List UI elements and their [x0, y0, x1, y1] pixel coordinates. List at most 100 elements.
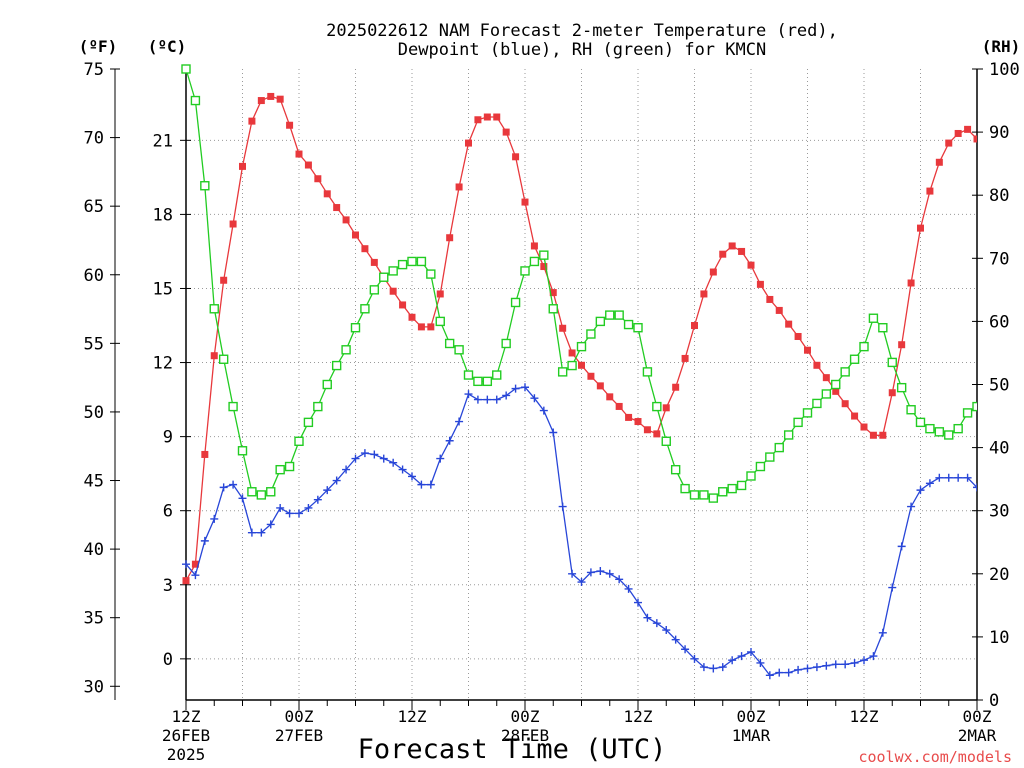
- temperature-point: [493, 113, 501, 121]
- dewpoint-point: [379, 454, 388, 463]
- dewpoint-point: [436, 454, 445, 463]
- rh-point: [849, 354, 860, 364]
- rh-point: [661, 436, 671, 446]
- x-tick-label-date: 1MAR: [732, 726, 771, 745]
- chart-title: 2025022612 NAM Forecast 2-meter Temperat…: [326, 21, 838, 41]
- dewpoint-point: [191, 571, 200, 580]
- fahrenheit-tick-label: 60: [84, 266, 104, 286]
- dewpoint-point: [417, 480, 426, 489]
- rh-point: [652, 401, 662, 412]
- rh-point: [586, 329, 596, 339]
- temperature-point: [201, 450, 209, 458]
- rh-point: [482, 376, 493, 387]
- temperature-point: [408, 313, 416, 321]
- rh-point: [539, 250, 549, 260]
- x-tick-label-date: 28FEB: [501, 726, 549, 745]
- temperature-point: [738, 247, 746, 255]
- dewpoint-point: [389, 458, 398, 467]
- rh-point: [407, 256, 417, 267]
- rh-point: [670, 464, 681, 475]
- rh-point: [209, 304, 219, 314]
- rh-point: [218, 354, 229, 364]
- temperature-point: [775, 306, 783, 314]
- dewpoint-point: [822, 661, 831, 670]
- dewpoint-point: [276, 503, 285, 512]
- temperature-point: [643, 426, 651, 434]
- dewpoint-point: [747, 647, 755, 656]
- dewpoint-point: [586, 568, 595, 577]
- temperature-point: [728, 242, 736, 250]
- temperature-point: [653, 430, 661, 438]
- x-tick-label-time: 00Z: [963, 707, 992, 726]
- dewpoint-point: [257, 528, 266, 537]
- rh-point: [548, 304, 558, 314]
- rh-point: [369, 285, 380, 295]
- dewpoint-point: [200, 536, 209, 545]
- rh-point: [435, 316, 445, 327]
- temperature-point: [483, 113, 491, 121]
- x-tick-label-year: 2025: [167, 745, 206, 764]
- temperature-point: [333, 204, 341, 212]
- dewpoint-point: [935, 473, 944, 482]
- rh-point: [388, 266, 398, 276]
- temperature-point: [521, 198, 529, 206]
- temperature-point: [220, 276, 228, 284]
- dewpoint-point: [784, 668, 793, 677]
- rh-point: [812, 398, 822, 409]
- rh-point: [237, 446, 248, 456]
- rh-point: [878, 323, 888, 333]
- dewpoint-point: [313, 495, 322, 504]
- fahrenheit-unit-label: (ºF): [79, 37, 118, 56]
- watermark: coolwx.com/models: [858, 748, 1012, 766]
- rh-point: [510, 297, 521, 308]
- rh-point: [397, 259, 408, 270]
- dewpoint-point: [210, 514, 219, 523]
- rh-point: [473, 376, 483, 387]
- rh-tick-label: 70: [989, 249, 1009, 269]
- rh-point: [294, 436, 304, 446]
- dewpoint-point: [304, 503, 313, 512]
- rh-point: [755, 461, 766, 472]
- rh-point: [181, 64, 191, 74]
- dewpoint-point: [671, 635, 680, 644]
- dewpoint-point: [464, 390, 473, 399]
- x-axis-title: Forecast Time (UTC): [358, 734, 667, 765]
- temperature-point: [210, 352, 218, 360]
- x-tick-label-time: 12Z: [624, 707, 653, 726]
- dewpoint-point: [737, 652, 746, 661]
- dewpoint-point: [219, 483, 228, 492]
- dewpoint-point: [295, 509, 303, 518]
- temperature-point: [935, 158, 943, 166]
- dewpoint-point: [973, 483, 977, 492]
- rh-point: [962, 408, 973, 418]
- rh-tick-label: 0: [989, 691, 999, 711]
- rh-point: [605, 310, 615, 320]
- x-tick-label-time: 00Z: [285, 707, 314, 726]
- rh-point: [576, 341, 587, 352]
- rh-point: [915, 417, 926, 428]
- temperature-point: [229, 220, 237, 228]
- rh-point: [953, 423, 963, 434]
- temperature-point: [578, 361, 585, 369]
- temperature-point: [879, 431, 887, 439]
- fahrenheit-tick-label: 35: [84, 609, 104, 629]
- rh-point: [529, 256, 540, 267]
- dewpoint-point: [596, 567, 605, 576]
- temperature-point: [361, 245, 369, 253]
- dewpoint-point: [558, 502, 567, 511]
- dewpoint-point: [615, 575, 624, 584]
- rh-point: [906, 405, 916, 415]
- x-tick-label-date: 2MAR: [958, 726, 997, 745]
- dewpoint-point: [483, 395, 492, 404]
- rh-point: [868, 313, 879, 323]
- temperature-point: [248, 117, 256, 125]
- temperature-point: [625, 413, 633, 421]
- fahrenheit-tick-label: 30: [84, 677, 104, 697]
- temperature-point: [917, 224, 924, 232]
- dewpoint-point: [944, 473, 953, 482]
- temperature-point: [945, 139, 953, 147]
- celsius-tick-label: 21: [153, 131, 173, 151]
- dewpoint-point: [549, 428, 558, 437]
- temperature-point: [860, 423, 868, 431]
- rh-tick-label: 50: [989, 376, 1009, 396]
